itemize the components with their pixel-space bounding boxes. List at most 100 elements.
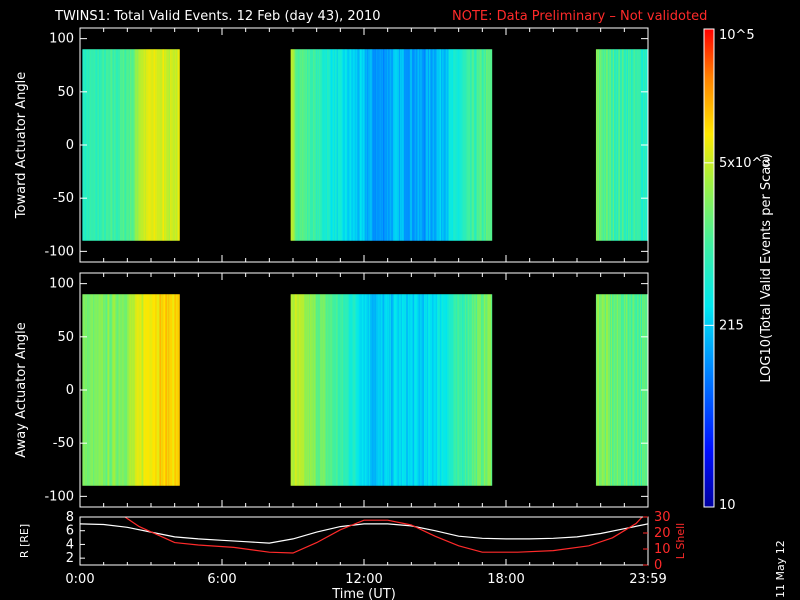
heatmap-column <box>369 294 372 486</box>
heatmap-column <box>453 49 456 241</box>
heatmap-column <box>131 49 133 241</box>
heatmap-column <box>439 49 442 241</box>
heatmap-column <box>158 49 160 241</box>
heatmap-column <box>408 49 411 241</box>
heatmap-column <box>336 49 339 241</box>
heatmap-column <box>378 294 381 486</box>
heatmap-column <box>147 294 149 486</box>
heatmap-column <box>321 294 324 486</box>
heatmap-column <box>124 49 126 241</box>
heatmap-column <box>346 49 349 241</box>
heatmap-column <box>127 49 129 241</box>
heatmap-column <box>352 49 355 241</box>
heatmap-column <box>108 294 110 486</box>
heatmap-column <box>485 294 488 486</box>
lshell-series-line <box>123 517 643 554</box>
heatmap-column <box>164 294 166 486</box>
heatmap-column <box>323 49 326 241</box>
heatmap-column <box>129 49 131 241</box>
heatmap-column <box>130 49 132 241</box>
heatmap-column <box>381 49 384 241</box>
heatmap-column <box>106 294 108 486</box>
heatmap-column <box>298 294 301 486</box>
heatmap-column <box>375 294 378 486</box>
heatmap-column <box>104 49 106 241</box>
heatmap-column <box>169 49 171 241</box>
heatmap-column <box>136 49 138 241</box>
heatmap-column <box>107 49 109 241</box>
heatmap-column <box>607 49 610 241</box>
heatmap-column <box>142 49 144 241</box>
heatmap-column <box>112 49 114 241</box>
heatmap-column <box>135 49 137 241</box>
heatmap-column <box>490 49 493 241</box>
heatmap-column <box>301 49 304 241</box>
heatmap-column <box>164 49 166 241</box>
heatmap-column <box>345 49 348 241</box>
heatmap-column <box>302 49 305 241</box>
heatmap-column <box>431 49 434 241</box>
heatmap-column <box>361 294 364 486</box>
heatmap-column <box>436 294 439 486</box>
heatmap-column <box>373 294 376 486</box>
heatmap-column <box>487 49 490 241</box>
heatmap-column <box>100 49 102 241</box>
heatmap-column <box>616 294 619 486</box>
y-tick-label: -50 <box>53 436 74 451</box>
heatmap-column <box>336 294 339 486</box>
heatmap-column <box>451 49 454 241</box>
heatmap-column <box>157 294 159 486</box>
heatmap-column <box>379 294 382 486</box>
heatmap-column <box>421 294 424 486</box>
heatmap-column <box>384 49 387 241</box>
heatmap-column <box>429 294 432 486</box>
heatmap-column <box>163 294 165 486</box>
heatmap-column <box>338 49 341 241</box>
y-tick-label: -100 <box>44 244 74 259</box>
heatmap-column <box>333 49 336 241</box>
heatmap-column <box>380 49 383 241</box>
heatmap-column <box>462 49 465 241</box>
heatmap-column <box>388 49 391 241</box>
heatmap-column <box>357 294 360 486</box>
heatmap-column <box>102 294 104 486</box>
heatmap-column <box>355 49 358 241</box>
heatmap-column <box>172 294 174 486</box>
heatmap-column <box>457 49 460 241</box>
heatmap-column <box>487 294 490 486</box>
heatmap-column <box>439 294 442 486</box>
heatmap-column <box>339 294 342 486</box>
heatmap-column <box>168 49 170 241</box>
heatmap-column <box>155 49 157 241</box>
heatmap-column <box>630 49 633 241</box>
heatmap-column <box>137 294 139 486</box>
heatmap-column <box>104 294 106 486</box>
heatmap-column <box>141 294 143 486</box>
heatmap-column <box>392 294 395 486</box>
heatmap-column <box>89 49 91 241</box>
colorbar: 10 215 5x10^3 10^5 LOG10(Total Valid Events… <box>703 28 774 513</box>
heatmap-column <box>359 49 362 241</box>
heatmap-column <box>327 49 330 241</box>
heatmap-column <box>609 49 612 241</box>
heatmap-column <box>400 49 403 241</box>
heatmap-column <box>383 49 386 241</box>
heatmap-column <box>430 49 433 241</box>
heatmap-column <box>603 294 606 486</box>
heatmap-column <box>597 49 600 241</box>
heatmap-column <box>475 49 478 241</box>
heatmap-column <box>381 294 384 486</box>
heatmap-column <box>86 49 88 241</box>
heatmap-column <box>131 294 133 486</box>
heatmap-column <box>89 294 91 486</box>
heatmap-column <box>353 294 356 486</box>
heatmap-column <box>480 294 483 486</box>
heatmap-column <box>473 49 476 241</box>
heatmap-column <box>606 294 609 486</box>
heatmap-column <box>321 49 324 241</box>
heatmap-column <box>317 294 320 486</box>
heatmap-column <box>162 294 164 486</box>
heatmap-column <box>393 294 396 486</box>
